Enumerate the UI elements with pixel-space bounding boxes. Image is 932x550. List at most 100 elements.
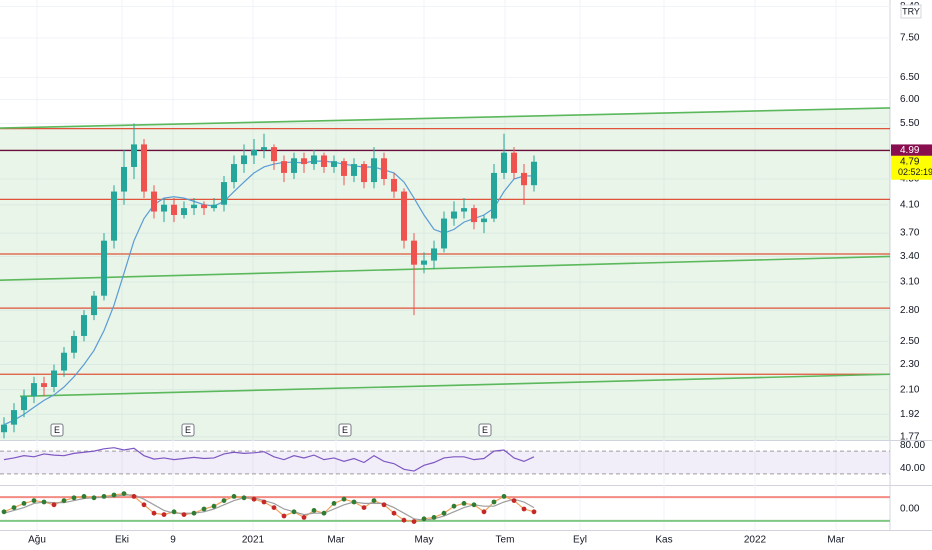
candle-body xyxy=(191,204,197,209)
candle-body xyxy=(411,240,417,265)
price-label: 4.79 xyxy=(900,156,920,167)
candle-body xyxy=(461,208,467,212)
candle-body xyxy=(491,172,497,219)
indicator-marker xyxy=(141,502,147,508)
indicator-marker xyxy=(341,496,347,502)
indicator-marker xyxy=(371,498,377,503)
indicator-marker xyxy=(151,510,157,516)
indicator-marker xyxy=(31,498,37,503)
indicator-marker xyxy=(361,505,367,510)
candle-body xyxy=(81,315,87,336)
candle-body xyxy=(261,147,267,150)
indicator-marker xyxy=(471,502,477,508)
indicator-marker xyxy=(411,519,417,524)
candle-body xyxy=(71,335,77,353)
indicator-marker xyxy=(201,506,207,512)
candle-body xyxy=(301,158,307,165)
price-label-box xyxy=(891,155,932,180)
candle-body xyxy=(131,144,137,167)
candle-body xyxy=(51,370,57,387)
indicator-marker xyxy=(61,498,67,503)
y-tick-label: 2.80 xyxy=(900,305,920,316)
y-tick-label: 2.50 xyxy=(900,336,920,347)
y-tick-label: 40.00 xyxy=(900,463,925,474)
trend-line xyxy=(0,107,891,129)
candle-body xyxy=(211,204,217,209)
indicator-marker xyxy=(531,509,537,515)
indicator-marker xyxy=(501,494,507,499)
indicator-marker xyxy=(421,516,427,522)
candle-body xyxy=(1,424,7,433)
trend-line xyxy=(0,255,891,282)
indicator-marker xyxy=(391,510,397,516)
candle-body xyxy=(221,182,227,205)
indicator-line xyxy=(3,447,535,472)
y-tick-label: 0.00 xyxy=(900,504,920,515)
indicator-marker xyxy=(451,503,457,509)
indicator-marker xyxy=(21,501,27,506)
currency-box xyxy=(900,4,922,19)
x-tick-label: May xyxy=(415,535,434,546)
y-tick-label: 2.30 xyxy=(900,359,920,370)
indicator-marker xyxy=(271,505,277,510)
candle-body xyxy=(271,147,277,162)
y-tick-label: 3.40 xyxy=(900,251,920,262)
candle-body xyxy=(311,155,317,165)
indicator-marker xyxy=(91,495,97,501)
event-marker xyxy=(338,423,352,437)
candle-body xyxy=(141,144,147,192)
indicator-marker xyxy=(121,491,127,496)
y-tick-label: 1.92 xyxy=(900,409,920,420)
event-marker xyxy=(50,423,64,437)
y-tick-label: 6.00 xyxy=(900,94,920,105)
event-marker xyxy=(181,423,195,437)
indicator-marker xyxy=(231,494,237,499)
candle-body xyxy=(91,295,97,316)
indicator-marker xyxy=(131,494,137,499)
candle-body xyxy=(431,248,437,261)
candle-body xyxy=(241,155,247,165)
event-marker xyxy=(478,423,492,437)
candle-body xyxy=(381,158,387,179)
candle-body xyxy=(251,149,257,156)
x-tick-label: Tem xyxy=(496,535,515,546)
indicator-marker xyxy=(101,494,107,499)
x-tick-label: 2021 xyxy=(242,535,265,546)
candle-body xyxy=(451,211,457,219)
indicator-marker xyxy=(81,494,87,499)
candle-body xyxy=(421,260,427,265)
candle-body xyxy=(361,164,367,183)
candle-body xyxy=(11,410,17,425)
candle-body xyxy=(321,155,327,167)
candle-body xyxy=(101,240,107,296)
indicator-marker xyxy=(461,501,467,506)
event-label: E xyxy=(342,425,348,435)
indicator-marker xyxy=(161,512,167,517)
indicator-marker xyxy=(241,495,247,501)
indicator-marker xyxy=(511,498,517,503)
indicator-marker xyxy=(171,509,177,515)
indicator-marker xyxy=(331,501,337,506)
y-tick-label: 3.10 xyxy=(900,277,920,288)
price-label: 4.99 xyxy=(900,145,920,156)
candle-body xyxy=(371,158,377,183)
candle-body xyxy=(441,218,447,249)
candle-body xyxy=(351,164,357,176)
indicator-marker xyxy=(261,499,267,505)
indicator-marker xyxy=(221,498,227,503)
y-tick-label: 6.50 xyxy=(900,72,920,83)
candle-body xyxy=(61,352,67,371)
candle-body xyxy=(151,191,157,212)
event-label: E xyxy=(54,425,60,435)
y-tick-label: 4.10 xyxy=(900,199,920,210)
candle-body xyxy=(181,208,187,216)
trend-line xyxy=(19,373,891,398)
candle-body xyxy=(41,383,47,387)
candle-body xyxy=(291,158,297,173)
candle-body xyxy=(531,161,537,186)
indicator-marker xyxy=(311,508,317,513)
candle-body xyxy=(341,161,347,176)
candle-body xyxy=(171,204,177,216)
indicator-marker xyxy=(291,509,297,515)
